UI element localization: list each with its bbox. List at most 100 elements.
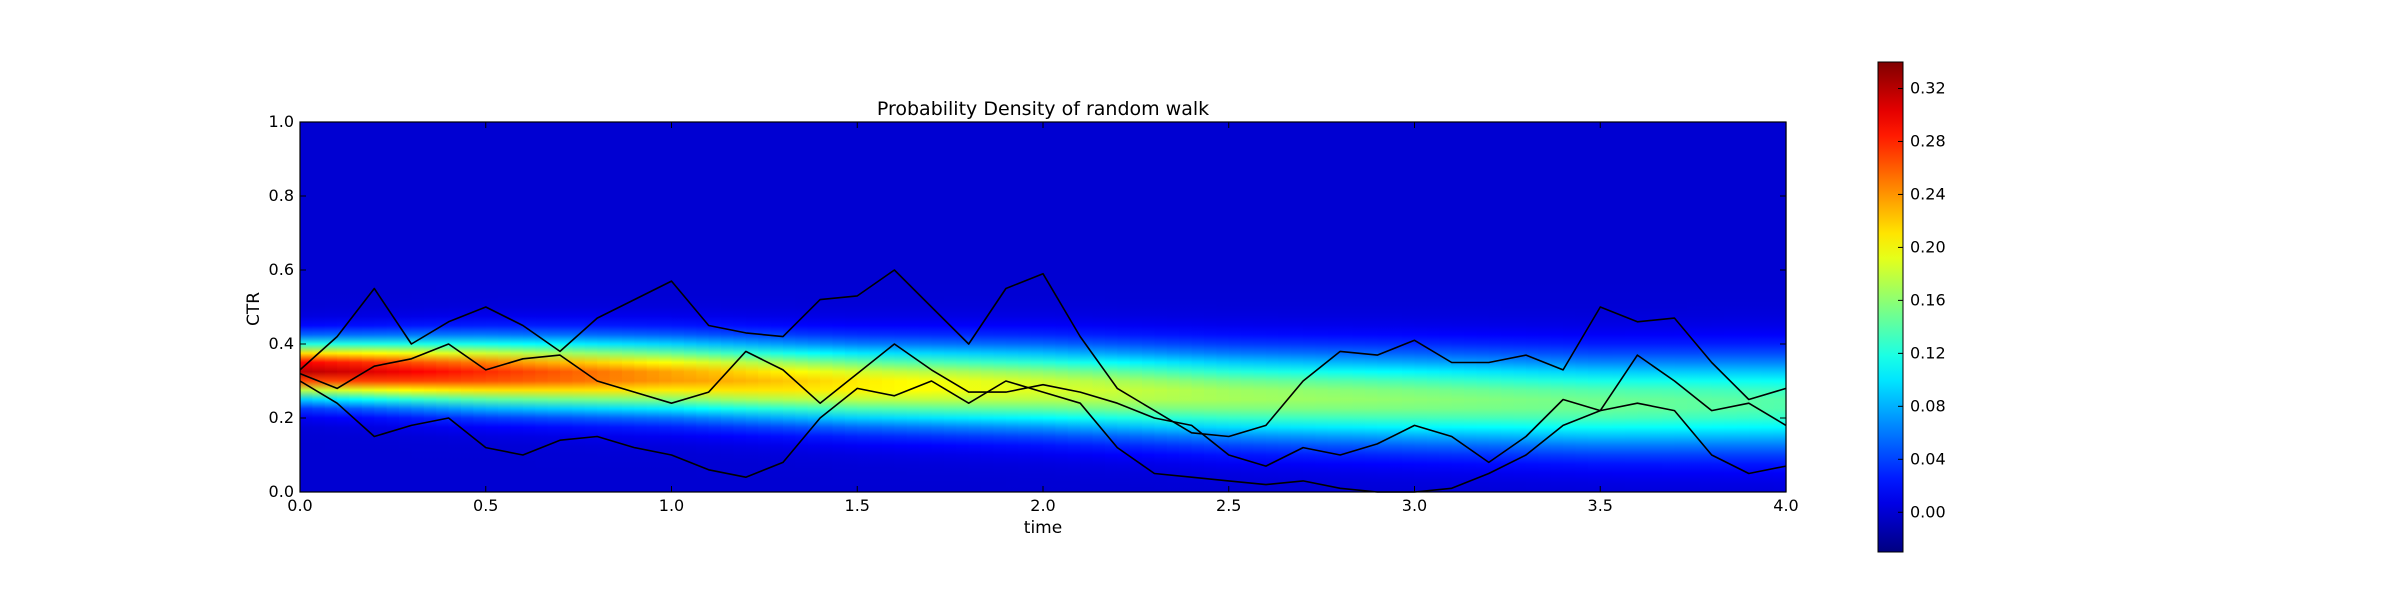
heatmap-column [1426,122,1440,492]
heatmap-column [844,122,858,492]
colorbar-gradient [1877,61,1904,553]
heatmap-column [807,122,821,492]
heatmap-column [721,122,735,492]
heatmap-column [1563,122,1577,492]
heatmap-column [1005,122,1019,492]
heatmap-column [535,122,549,492]
heatmap-column [584,122,598,492]
heatmap-column [1501,122,1515,492]
random-walk-path-3 [299,380,1787,493]
heatmap-column [510,122,524,492]
heatmap-column [956,122,970,492]
heatmap-column [782,122,796,492]
x-tick-label: 2.0 [1030,496,1055,515]
heatmap-column [522,122,536,492]
heatmap-column [1587,122,1601,492]
heatmap-column [349,122,363,492]
heatmap-column [1043,122,1056,492]
x-tick-label: 1.0 [659,496,684,515]
heatmap-column [1092,122,1106,492]
x-tick-label: 2.5 [1216,496,1241,515]
heatmap-column [547,122,561,492]
heatmap-column [1315,122,1329,492]
heatmap-column [1625,122,1638,492]
heatmap-column [981,122,995,492]
heatmap-column [1303,122,1317,492]
heatmap-column [1612,122,1626,492]
heatmap-column [1265,122,1279,492]
heatmap-column [324,122,338,492]
x-tick-label: 4.0 [1773,496,1798,515]
x-tick-label: 0.0 [287,496,312,515]
heatmap-column [1488,122,1502,492]
heatmap-column [882,122,895,492]
colorbar-tick-label: 0.20 [1910,237,1946,256]
heatmap-column [1686,122,1700,492]
heatmap-column [1575,122,1589,492]
heatmap-column [1117,122,1131,492]
random-walk-path-1 [299,269,1787,438]
colorbar-tick-label: 0.32 [1910,78,1946,97]
heatmap-column [448,122,462,492]
heatmap-column [1364,122,1378,492]
heatmap-column [572,122,586,492]
colorbar-tick-label: 0.24 [1910,184,1946,203]
heatmap-column [436,122,450,492]
heatmap-column [1649,122,1663,492]
heatmap-column [1550,122,1564,492]
heatmap-column [894,122,908,492]
heatmap-column [1724,122,1738,492]
heatmap-column [1451,122,1465,492]
heatmap-column [1637,122,1651,492]
heatmap-column [1600,122,1614,492]
colorbar-tick-label: 0.28 [1910,131,1946,150]
heatmap-column [1748,122,1762,492]
heatmap-column [1142,122,1156,492]
heatmap-column [1464,122,1478,492]
heatmap-column [1154,122,1168,492]
heatmap-column [300,122,313,492]
heatmap-column [1699,122,1713,492]
y-axis-label: CTR [244,292,264,326]
heatmap-column [1538,122,1552,492]
heatmap-column [795,122,809,492]
heatmap-column [906,122,920,492]
heatmap-column [1253,122,1267,492]
heatmap-column [1476,122,1490,492]
colorbar-tick-label: 0.04 [1910,449,1946,468]
heatmap-column [659,122,673,492]
heatmap-column [758,122,772,492]
heatmap-column [1662,122,1676,492]
heatmap-column [634,122,648,492]
heatmap-column [1104,122,1118,492]
heatmap-column [857,122,871,492]
heatmap-column [1773,122,1787,492]
heatmap-column [386,122,400,492]
plot-area [299,122,1787,493]
heatmap-column [337,122,351,492]
heatmap-column [708,122,722,492]
heatmap-column [733,122,747,492]
heatmap-column [1203,122,1217,492]
y-tick-label: 0.2 [269,408,294,427]
colorbar: 0.00 0.04 0.08 0.12 0.16 0.20 0.24 0.28 0.32 [1877,61,1946,553]
heatmap-column [312,122,326,492]
heatmap-column [1674,122,1688,492]
heatmap-column [1290,122,1304,492]
heatmap-column [1525,122,1539,492]
heatmap-column [560,122,574,492]
heatmap-column [374,122,388,492]
heatmap-column [683,122,697,492]
x-axis-label: time [1024,518,1062,538]
random-walk-path-2 [299,343,1787,467]
heatmap-column [1761,122,1775,492]
heatmap-column [1414,122,1428,492]
heatmap-column [1278,122,1292,492]
heatmap-column [609,122,623,492]
colorbar-tick-label: 0.12 [1910,343,1946,362]
heatmap-column [1513,122,1527,492]
heatmap-column [485,122,499,492]
x-tick-label: 0.5 [473,496,498,515]
heatmap-column [1389,122,1403,492]
